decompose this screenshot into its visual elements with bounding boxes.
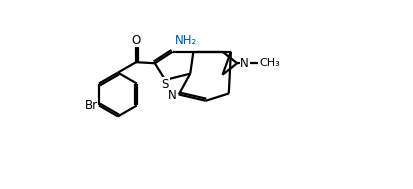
Text: Br: Br xyxy=(85,99,98,112)
Text: CH₃: CH₃ xyxy=(259,58,280,68)
Text: N: N xyxy=(240,57,249,70)
Text: NH₂: NH₂ xyxy=(175,34,197,47)
Text: O: O xyxy=(131,34,141,47)
Text: N: N xyxy=(168,89,177,102)
Text: S: S xyxy=(161,77,169,91)
